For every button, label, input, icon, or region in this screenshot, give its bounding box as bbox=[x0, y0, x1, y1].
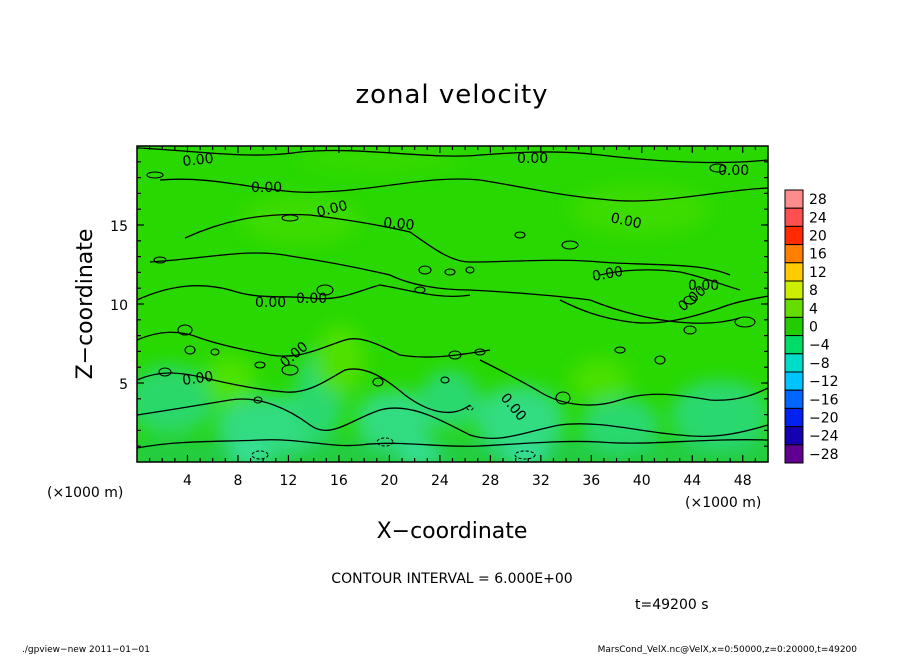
y-axis-title: Z−coordinate bbox=[73, 229, 98, 380]
colorbar-labels: 28 24 20 16 12 8 4 0 −4 −8 −12 −16 −20 −24 −28 bbox=[809, 192, 839, 463]
colorbar bbox=[784, 189, 804, 464]
colorbar-label: −24 bbox=[809, 429, 839, 445]
colorbar-label: 28 bbox=[809, 192, 827, 208]
x-axis-title: X−coordinate bbox=[377, 519, 528, 544]
colorbar-swatch bbox=[784, 244, 804, 264]
x-tick-label: 36 bbox=[582, 473, 600, 489]
field-patches bbox=[137, 146, 768, 462]
colorbar-swatch bbox=[784, 335, 804, 355]
contour-label: 0.00 bbox=[609, 210, 643, 232]
colorbar-label: 12 bbox=[809, 265, 827, 281]
x-unit-left: (×1000 m) bbox=[47, 485, 123, 501]
colorbar-swatch bbox=[784, 353, 804, 373]
contour-lines bbox=[137, 147, 768, 449]
contour-label: 0.00 bbox=[181, 369, 214, 389]
x-unit-right: (×1000 m) bbox=[685, 495, 761, 511]
plot-area bbox=[137, 146, 768, 462]
colorbar-swatch bbox=[784, 280, 804, 300]
contour-label: 0.00 bbox=[591, 264, 624, 285]
colorbar-swatch bbox=[784, 262, 804, 282]
time-label: t=49200 s bbox=[635, 597, 709, 613]
colorbar-swatch bbox=[784, 444, 804, 464]
x-tick-label: 24 bbox=[431, 473, 449, 489]
colorbar-label: 4 bbox=[809, 301, 818, 317]
x-tick-label: 20 bbox=[380, 473, 398, 489]
y-tick-label: 10 bbox=[110, 298, 128, 314]
colorbar-swatch bbox=[784, 316, 804, 337]
colorbar-label: −16 bbox=[809, 392, 839, 408]
colorbar-label: −8 bbox=[809, 356, 830, 372]
x-tick-label: 40 bbox=[633, 473, 651, 489]
colorbar-swatch bbox=[784, 189, 804, 209]
footer-left: ./gpview−new 2011−01−01 bbox=[22, 645, 150, 654]
contour-interval: CONTOUR INTERVAL = 6.000E+00 bbox=[331, 571, 572, 587]
y-tick-labels: 5 10 15 bbox=[110, 219, 128, 393]
axis-ticks bbox=[137, 146, 768, 462]
colorbar-label: 20 bbox=[809, 229, 827, 245]
colorbar-swatch bbox=[784, 426, 804, 446]
footer-right: MarsCond_VelX.nc@VelX,x=0:50000,z=0:2000… bbox=[598, 645, 858, 654]
x-tick-label: 48 bbox=[734, 473, 752, 489]
colorbar-label: 24 bbox=[809, 210, 827, 226]
contour-label: 0.00 bbox=[517, 151, 548, 167]
colorbar-label: 16 bbox=[809, 247, 827, 263]
chart-title: zonal velocity bbox=[355, 80, 548, 110]
colorbar-swatch bbox=[784, 389, 804, 409]
contour-label: 0.00 bbox=[688, 278, 719, 294]
x-tick-label: 32 bbox=[532, 473, 550, 489]
colorbar-label: −4 bbox=[809, 338, 830, 354]
x-tick-label: 12 bbox=[280, 473, 298, 489]
colorbar-label: 8 bbox=[809, 283, 818, 299]
x-tick-label: 16 bbox=[330, 473, 348, 489]
colorbar-swatch bbox=[784, 207, 804, 227]
x-tick-label: 8 bbox=[233, 473, 242, 489]
colorbar-label: 0 bbox=[809, 320, 818, 336]
contour-label: 0.00 bbox=[296, 291, 327, 307]
y-tick-label: 5 bbox=[119, 377, 128, 393]
x-tick-labels: 4 8 12 16 20 24 28 32 36 40 44 48 bbox=[183, 473, 752, 489]
contour-label: 0.00 bbox=[315, 198, 349, 221]
colorbar-swatch bbox=[784, 298, 804, 318]
contour-label: 0.00 bbox=[182, 151, 215, 170]
colorbar-swatch bbox=[784, 225, 804, 246]
colorbar-label: −20 bbox=[809, 411, 839, 427]
colorbar-label: −28 bbox=[809, 447, 839, 463]
x-tick-label: 28 bbox=[481, 473, 499, 489]
contour-label: 0.00 bbox=[251, 180, 282, 196]
small-contours bbox=[146, 163, 756, 405]
colorbar-label: −12 bbox=[809, 374, 839, 390]
x-tick-label: 44 bbox=[683, 473, 701, 489]
y-tick-label: 15 bbox=[110, 219, 128, 235]
colorbar-swatch bbox=[784, 407, 804, 428]
contour-label: 0.00 bbox=[255, 295, 286, 311]
colorbar-swatch bbox=[784, 371, 804, 391]
x-tick-label: 4 bbox=[183, 473, 192, 489]
contour-label: 0.00 bbox=[383, 215, 415, 234]
dashed-contours bbox=[251, 405, 536, 460]
contour-label: 0.00 bbox=[718, 163, 749, 179]
